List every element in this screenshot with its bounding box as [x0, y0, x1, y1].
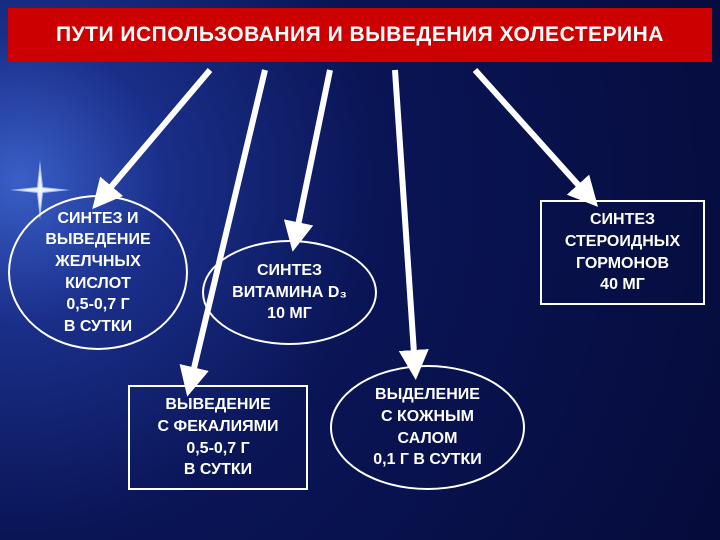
node-bile_acids-line-3: КИСЛОТ [65, 273, 131, 295]
node-feces-line-2: 0,5-0,7 Г [186, 438, 249, 460]
node-vitamin_d3-line-0: СИНТЕЗ [257, 260, 322, 282]
node-steroid_hormones: СИНТЕЗСТЕРОИДНЫХГОРМОНОВ40 МГ [540, 200, 705, 305]
node-bile_acids: СИНТЕЗ ИВЫВЕДЕНИЕЖЕЛЧНЫХКИСЛОТ0,5-0,7 ГВ… [8, 195, 188, 350]
node-sebum-line-3: 0,1 Г В СУТКИ [373, 449, 482, 471]
node-vitamin_d3-line-1: ВИТАМИНА D₃ [232, 282, 347, 304]
node-steroid_hormones-line-0: СИНТЕЗ [590, 209, 655, 231]
node-bile_acids-line-5: В СУТКИ [64, 316, 132, 338]
node-steroid_hormones-line-2: ГОРМОНОВ [576, 253, 669, 275]
node-sebum: ВЫДЕЛЕНИЕС КОЖНЫМСАЛОМ0,1 Г В СУТКИ [330, 365, 525, 490]
node-vitamin_d3-line-2: 10 МГ [267, 303, 312, 325]
node-bile_acids-line-0: СИНТЕЗ И [57, 208, 138, 230]
node-steroid_hormones-line-1: СТЕРОИДНЫХ [565, 231, 680, 253]
node-feces: ВЫВЕДЕНИЕС ФЕКАЛИЯМИ0,5-0,7 ГВ СУТКИ [128, 385, 308, 490]
node-vitamin_d3: СИНТЕЗВИТАМИНА D₃10 МГ [202, 240, 377, 345]
node-bile_acids-line-2: ЖЕЛЧНЫХ [55, 251, 141, 273]
node-sebum-line-0: ВЫДЕЛЕНИЕ [375, 384, 480, 406]
title-text: ПУТИ ИСПОЛЬЗОВАНИЯ И ВЫВЕДЕНИЯ ХОЛЕСТЕРИ… [56, 23, 664, 47]
node-bile_acids-line-1: ВЫВЕДЕНИЕ [45, 229, 150, 251]
node-feces-line-0: ВЫВЕДЕНИЕ [165, 394, 270, 416]
node-sebum-line-2: САЛОМ [398, 428, 458, 450]
node-feces-line-3: В СУТКИ [184, 459, 252, 481]
node-steroid_hormones-line-3: 40 МГ [600, 274, 645, 296]
title-bar: ПУТИ ИСПОЛЬЗОВАНИЯ И ВЫВЕДЕНИЯ ХОЛЕСТЕРИ… [8, 8, 712, 62]
node-bile_acids-line-4: 0,5-0,7 Г [66, 294, 129, 316]
node-sebum-line-1: С КОЖНЫМ [381, 406, 474, 428]
node-feces-line-1: С ФЕКАЛИЯМИ [158, 416, 279, 438]
